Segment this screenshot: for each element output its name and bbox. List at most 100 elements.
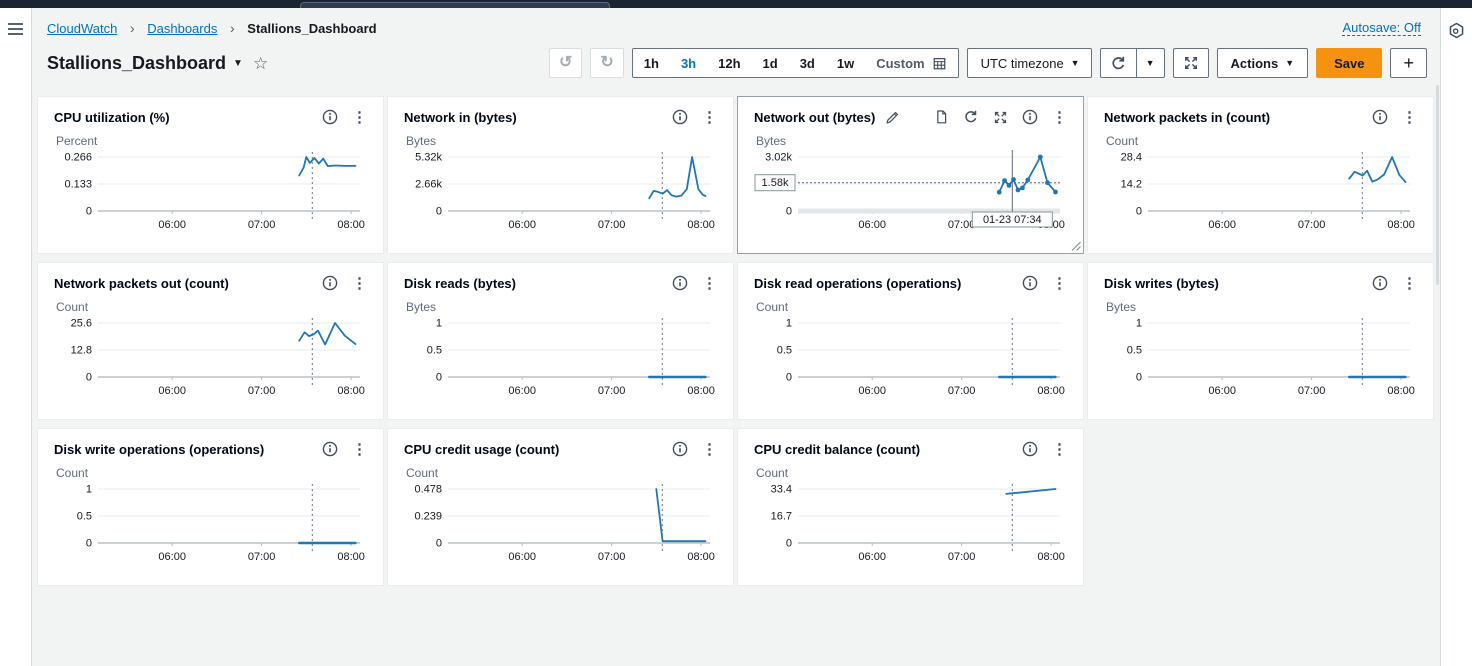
widget-menu-icon[interactable]: ⋮ — [1052, 110, 1067, 125]
info-icon[interactable] — [672, 441, 688, 457]
y-axis-label: Count — [1106, 134, 1417, 148]
widget-title: Disk reads (bytes) — [404, 276, 516, 291]
info-icon[interactable] — [322, 441, 338, 457]
favorite-star-icon[interactable]: ☆ — [253, 55, 268, 72]
widget-menu-icon[interactable]: ⋮ — [702, 110, 717, 125]
svg-text:08:00: 08:00 — [337, 219, 365, 231]
time-range-1d[interactable]: 1d — [752, 49, 789, 77]
widget-menu-icon[interactable]: ⋮ — [352, 442, 367, 457]
y-axis-label: Count — [756, 466, 1067, 480]
hexagon-panel-icon[interactable] — [1441, 22, 1472, 39]
svg-text:07:00: 07:00 — [598, 551, 626, 563]
svg-text:07:00: 07:00 — [248, 219, 276, 231]
timezone-select[interactable]: UTC timezone ▼ — [967, 48, 1092, 78]
add-widget-button[interactable]: + — [1390, 48, 1427, 78]
info-icon[interactable] — [322, 275, 338, 291]
chart-plot[interactable]: 5.32k2.66k006:0007:0008:00 — [404, 150, 717, 234]
svg-text:0.266: 0.266 — [64, 152, 92, 164]
widget-menu-icon[interactable]: ⋮ — [1052, 276, 1067, 291]
widget-header: CPU credit usage (count) ⋮ — [404, 441, 717, 457]
breadcrumb-cloudwatch[interactable]: CloudWatch — [47, 21, 117, 36]
refresh-button[interactable] — [1101, 49, 1136, 77]
calendar-icon[interactable] — [932, 56, 947, 71]
info-icon[interactable] — [1022, 109, 1038, 125]
expand-widget-icon[interactable] — [993, 110, 1008, 125]
actions-menu-button[interactable]: Actions ▼ — [1217, 48, 1309, 78]
widget-actions: ⋮ — [1022, 275, 1067, 291]
refresh-icon — [1110, 55, 1127, 72]
svg-text:0.5: 0.5 — [1127, 345, 1142, 357]
chart-plot[interactable]: 25.612.8006:0007:0008:00 — [54, 316, 367, 400]
info-icon[interactable] — [1022, 275, 1038, 291]
info-icon[interactable] — [672, 109, 688, 125]
svg-text:08:00: 08:00 — [337, 385, 365, 397]
info-icon[interactable] — [1022, 441, 1038, 457]
widget-actions: ⋮ — [1022, 441, 1067, 457]
custom-label: Custom — [876, 56, 924, 71]
breadcrumb-dashboards[interactable]: Dashboards — [147, 21, 217, 36]
chart-plot[interactable]: 10.5006:0007:0008:00 — [404, 316, 717, 400]
widget-header: Network out (bytes) ⋮ — [754, 109, 1067, 125]
edit-title-pencil-icon[interactable] — [885, 110, 900, 125]
svg-text:1: 1 — [786, 318, 792, 330]
page-title: Stallions_Dashboard — [47, 53, 226, 74]
copy-document-icon[interactable] — [934, 109, 949, 125]
time-range-3h[interactable]: 3h — [670, 49, 707, 77]
svg-text:2.66k: 2.66k — [415, 179, 442, 191]
widget-menu-icon[interactable]: ⋮ — [702, 276, 717, 291]
info-icon[interactable] — [1372, 109, 1388, 125]
widget-actions: ⋮ — [322, 275, 367, 291]
widget-title: Disk write operations (operations) — [54, 442, 264, 457]
time-range-custom[interactable]: Custom — [865, 49, 957, 77]
widget-menu-icon[interactable]: ⋮ — [1402, 276, 1417, 291]
widget-menu-icon[interactable]: ⋮ — [352, 276, 367, 291]
chart-plot[interactable]: 3.02k006:0007:0008:001.58k01-23 07:34 — [754, 150, 1067, 234]
info-icon[interactable] — [672, 275, 688, 291]
chart-plot[interactable]: 28.414.2006:0007:0008:00 — [1104, 150, 1417, 234]
fullscreen-button[interactable] — [1173, 48, 1209, 78]
widget-menu-icon[interactable]: ⋮ — [1402, 110, 1417, 125]
svg-text:06:00: 06:00 — [508, 385, 536, 397]
svg-text:08:00: 08:00 — [337, 551, 365, 563]
console-search-bar[interactable] — [300, 2, 610, 8]
chart-plot[interactable]: 10.5006:0007:0008:00 — [54, 482, 367, 566]
chart-widget: Disk write operations (operations) ⋮ Cou… — [37, 428, 384, 586]
refresh-icon[interactable] — [963, 109, 979, 125]
widget-menu-icon[interactable]: ⋮ — [352, 110, 367, 125]
chart-widget: Disk reads (bytes) ⋮ Bytes10.5006:0007:0… — [387, 262, 734, 420]
refresh-options-button[interactable]: ▼ — [1137, 49, 1164, 77]
widget-actions: ⋮ — [322, 441, 367, 457]
widget-menu-icon[interactable]: ⋮ — [702, 442, 717, 457]
widget-title: Network packets in (count) — [1104, 110, 1270, 125]
widget-menu-icon[interactable]: ⋮ — [1052, 442, 1067, 457]
widget-actions: ⋮ — [672, 109, 717, 125]
undo-button[interactable]: ↺ — [549, 48, 582, 78]
time-range-3d[interactable]: 3d — [789, 49, 826, 77]
left-nav-rail — [0, 8, 32, 666]
chart-widget: Disk writes (bytes) ⋮ Bytes10.5006:0007:… — [1087, 262, 1434, 420]
time-range-group: 1h3h12h1d3d1w Custom — [632, 48, 959, 78]
chart-plot[interactable]: 10.5006:0007:0008:00 — [754, 316, 1067, 400]
chart-plot[interactable]: 33.416.7006:0007:0008:00 — [754, 482, 1067, 566]
info-icon[interactable] — [322, 109, 338, 125]
hamburger-menu-icon[interactable] — [0, 22, 31, 36]
resize-handle[interactable] — [1071, 241, 1081, 251]
widget-header: Disk reads (bytes) ⋮ — [404, 275, 717, 291]
chart-widget: CPU utilization (%) ⋮ Percent0.2660.1330… — [37, 96, 384, 254]
info-icon[interactable] — [1372, 275, 1388, 291]
redo-button[interactable]: ↻ — [590, 48, 623, 78]
svg-text:0: 0 — [1136, 206, 1142, 218]
widget-header: Disk read operations (operations) ⋮ — [754, 275, 1067, 291]
dashboard-switcher-caret-icon[interactable]: ▼ — [233, 58, 243, 69]
svg-text:06:00: 06:00 — [158, 219, 186, 231]
svg-text:08:00: 08:00 — [687, 219, 715, 231]
chart-plot[interactable]: 0.4780.239006:0007:0008:00 — [404, 482, 717, 566]
chart-plot[interactable]: 10.5006:0007:0008:00 — [1104, 316, 1417, 400]
time-range-1w[interactable]: 1w — [826, 49, 865, 77]
chart-plot[interactable]: 0.2660.133006:0007:0008:00 — [54, 150, 367, 234]
autosave-toggle-link[interactable]: Autosave: Off — [1342, 20, 1421, 36]
save-button[interactable]: Save — [1316, 48, 1382, 78]
vertical-scrollbar[interactable] — [1436, 85, 1439, 285]
time-range-1h[interactable]: 1h — [633, 49, 670, 77]
time-range-12h[interactable]: 12h — [707, 49, 751, 77]
